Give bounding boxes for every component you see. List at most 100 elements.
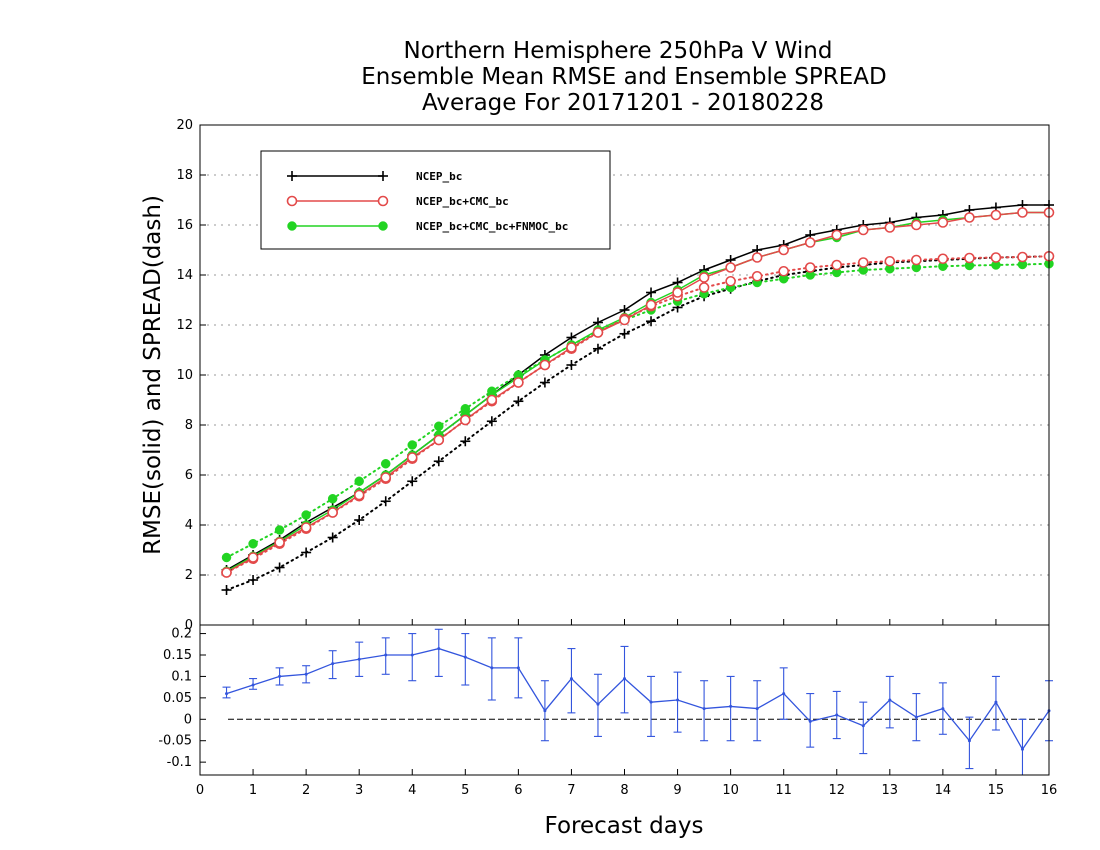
error-bar (540, 680, 549, 742)
y-tick-label: 2 (185, 568, 193, 583)
difference-point (357, 657, 361, 661)
chart-title-line-1: Northern Hemisphere 250hPa V Wind (404, 38, 833, 64)
difference-point (304, 672, 308, 676)
difference-point (251, 683, 255, 687)
series-2-rmse-point (353, 489, 365, 501)
bottom-difference-series (222, 628, 1053, 775)
difference-point (967, 739, 971, 743)
series-3-spread-point (274, 525, 285, 535)
error-bar (593, 673, 602, 737)
x-tick-label: 8 (620, 783, 628, 798)
series-1-spread-point (513, 396, 524, 407)
series-2-rmse-point (778, 244, 789, 256)
series-2-spread-point (937, 253, 949, 265)
difference-point (941, 707, 945, 711)
bottom-y-ticks: -0.1 -0.05 0 0.05 0.1 0.15 0.2 (158, 627, 206, 770)
series-3-spread-point (221, 552, 232, 563)
y-tick-label: 6 (185, 468, 193, 483)
series-2-rmse-point (725, 262, 736, 273)
series-2-rmse-point (513, 377, 524, 388)
error-bar (700, 680, 709, 742)
error-bar (249, 678, 258, 690)
error-bar (381, 637, 390, 675)
series-3-spread-line (225, 262, 1050, 559)
series-3-spread-point (354, 476, 364, 486)
bottom-y-tick-label: 0.05 (163, 691, 192, 706)
x-tick-label: 10 (722, 783, 739, 798)
error-bar (302, 665, 311, 684)
series-2-spread-point (751, 270, 763, 282)
series-2-spread-line (225, 255, 1050, 574)
series-2-rmse-point (486, 394, 498, 406)
series-2-rmse-point (619, 314, 630, 326)
x-tick-label: 15 (988, 783, 1005, 798)
legend-box (260, 150, 611, 250)
difference-point (914, 715, 918, 719)
x-tick-label: 14 (935, 783, 952, 798)
series-1-spread-point (380, 496, 391, 507)
x-tick-label: 1 (249, 783, 257, 798)
bottom-y-tick-label: 0.15 (163, 648, 192, 663)
x-tick-label: 7 (567, 783, 575, 798)
bottom-y-tick-label: 0 (184, 712, 192, 727)
series-2-rmse-point (539, 359, 551, 371)
difference-point (225, 692, 229, 696)
series-2-rmse-point (274, 537, 285, 548)
y-tick-label: 18 (176, 168, 193, 183)
error-bar (408, 633, 417, 682)
difference-point (835, 713, 839, 717)
error-bar (434, 628, 443, 677)
series-2-spread-point (964, 252, 975, 264)
legend-label-3: NCEP_bc+CMC_bc+FNMOC_bc (416, 220, 568, 233)
series-2-rmse-point (857, 224, 869, 236)
difference-point (1020, 747, 1024, 751)
top-series-lines (221, 200, 1055, 595)
error-bar (620, 645, 629, 714)
difference-point (702, 707, 706, 711)
error-bar (355, 641, 364, 677)
error-bar (912, 693, 921, 742)
error-bar (859, 701, 868, 755)
error-bar (647, 675, 656, 737)
series-1-spread-point (301, 547, 312, 558)
series-3-spread-point (327, 494, 338, 504)
y-tick-label: 0 (185, 618, 193, 633)
legend-marker-1-start (287, 171, 297, 181)
series-2-rmse-point (300, 522, 312, 533)
series-1-spread-point (539, 377, 550, 388)
difference-point (543, 709, 547, 713)
difference-point (888, 698, 892, 702)
x-tick-label: 2 (302, 783, 310, 798)
error-bar (938, 682, 947, 735)
legend-marker-2-end (377, 195, 389, 207)
series-2-spread-point (698, 282, 710, 293)
chart-title-line-3: Average For 20171201 - 20180228 (422, 90, 824, 116)
series-2-rmse-point (592, 327, 604, 338)
y-tick-label: 12 (176, 318, 193, 333)
error-bar (726, 675, 735, 742)
error-bar (832, 690, 841, 740)
x-axis-label: Forecast days (545, 813, 704, 839)
error-bar (1018, 718, 1027, 775)
x-tick-label: 0 (196, 783, 204, 798)
legend-marker-3-start (287, 221, 297, 231)
series-1-spread-line (225, 255, 1050, 591)
series-1-spread-point (486, 416, 497, 427)
series-2-rmse-point (990, 209, 1002, 221)
difference-point (623, 677, 626, 681)
series-1-spread-point (407, 476, 418, 487)
error-bar (567, 648, 576, 714)
series-2-rmse-point (460, 414, 471, 426)
x-tick-label: 13 (882, 783, 899, 798)
series-2-rmse-point (698, 272, 710, 283)
series-1-spread-point (274, 562, 285, 573)
x-tick-label: 12 (828, 783, 845, 798)
difference-point (649, 700, 653, 704)
series-2-rmse-point (433, 434, 445, 446)
difference-point (676, 698, 680, 702)
legend-marker-2-start (286, 195, 298, 207)
bottom-y-tick-label: 0.2 (171, 627, 192, 642)
series-1-spread-point (646, 316, 657, 327)
series-2-spread-point (884, 255, 896, 267)
series-1-rmse-point (646, 287, 657, 298)
